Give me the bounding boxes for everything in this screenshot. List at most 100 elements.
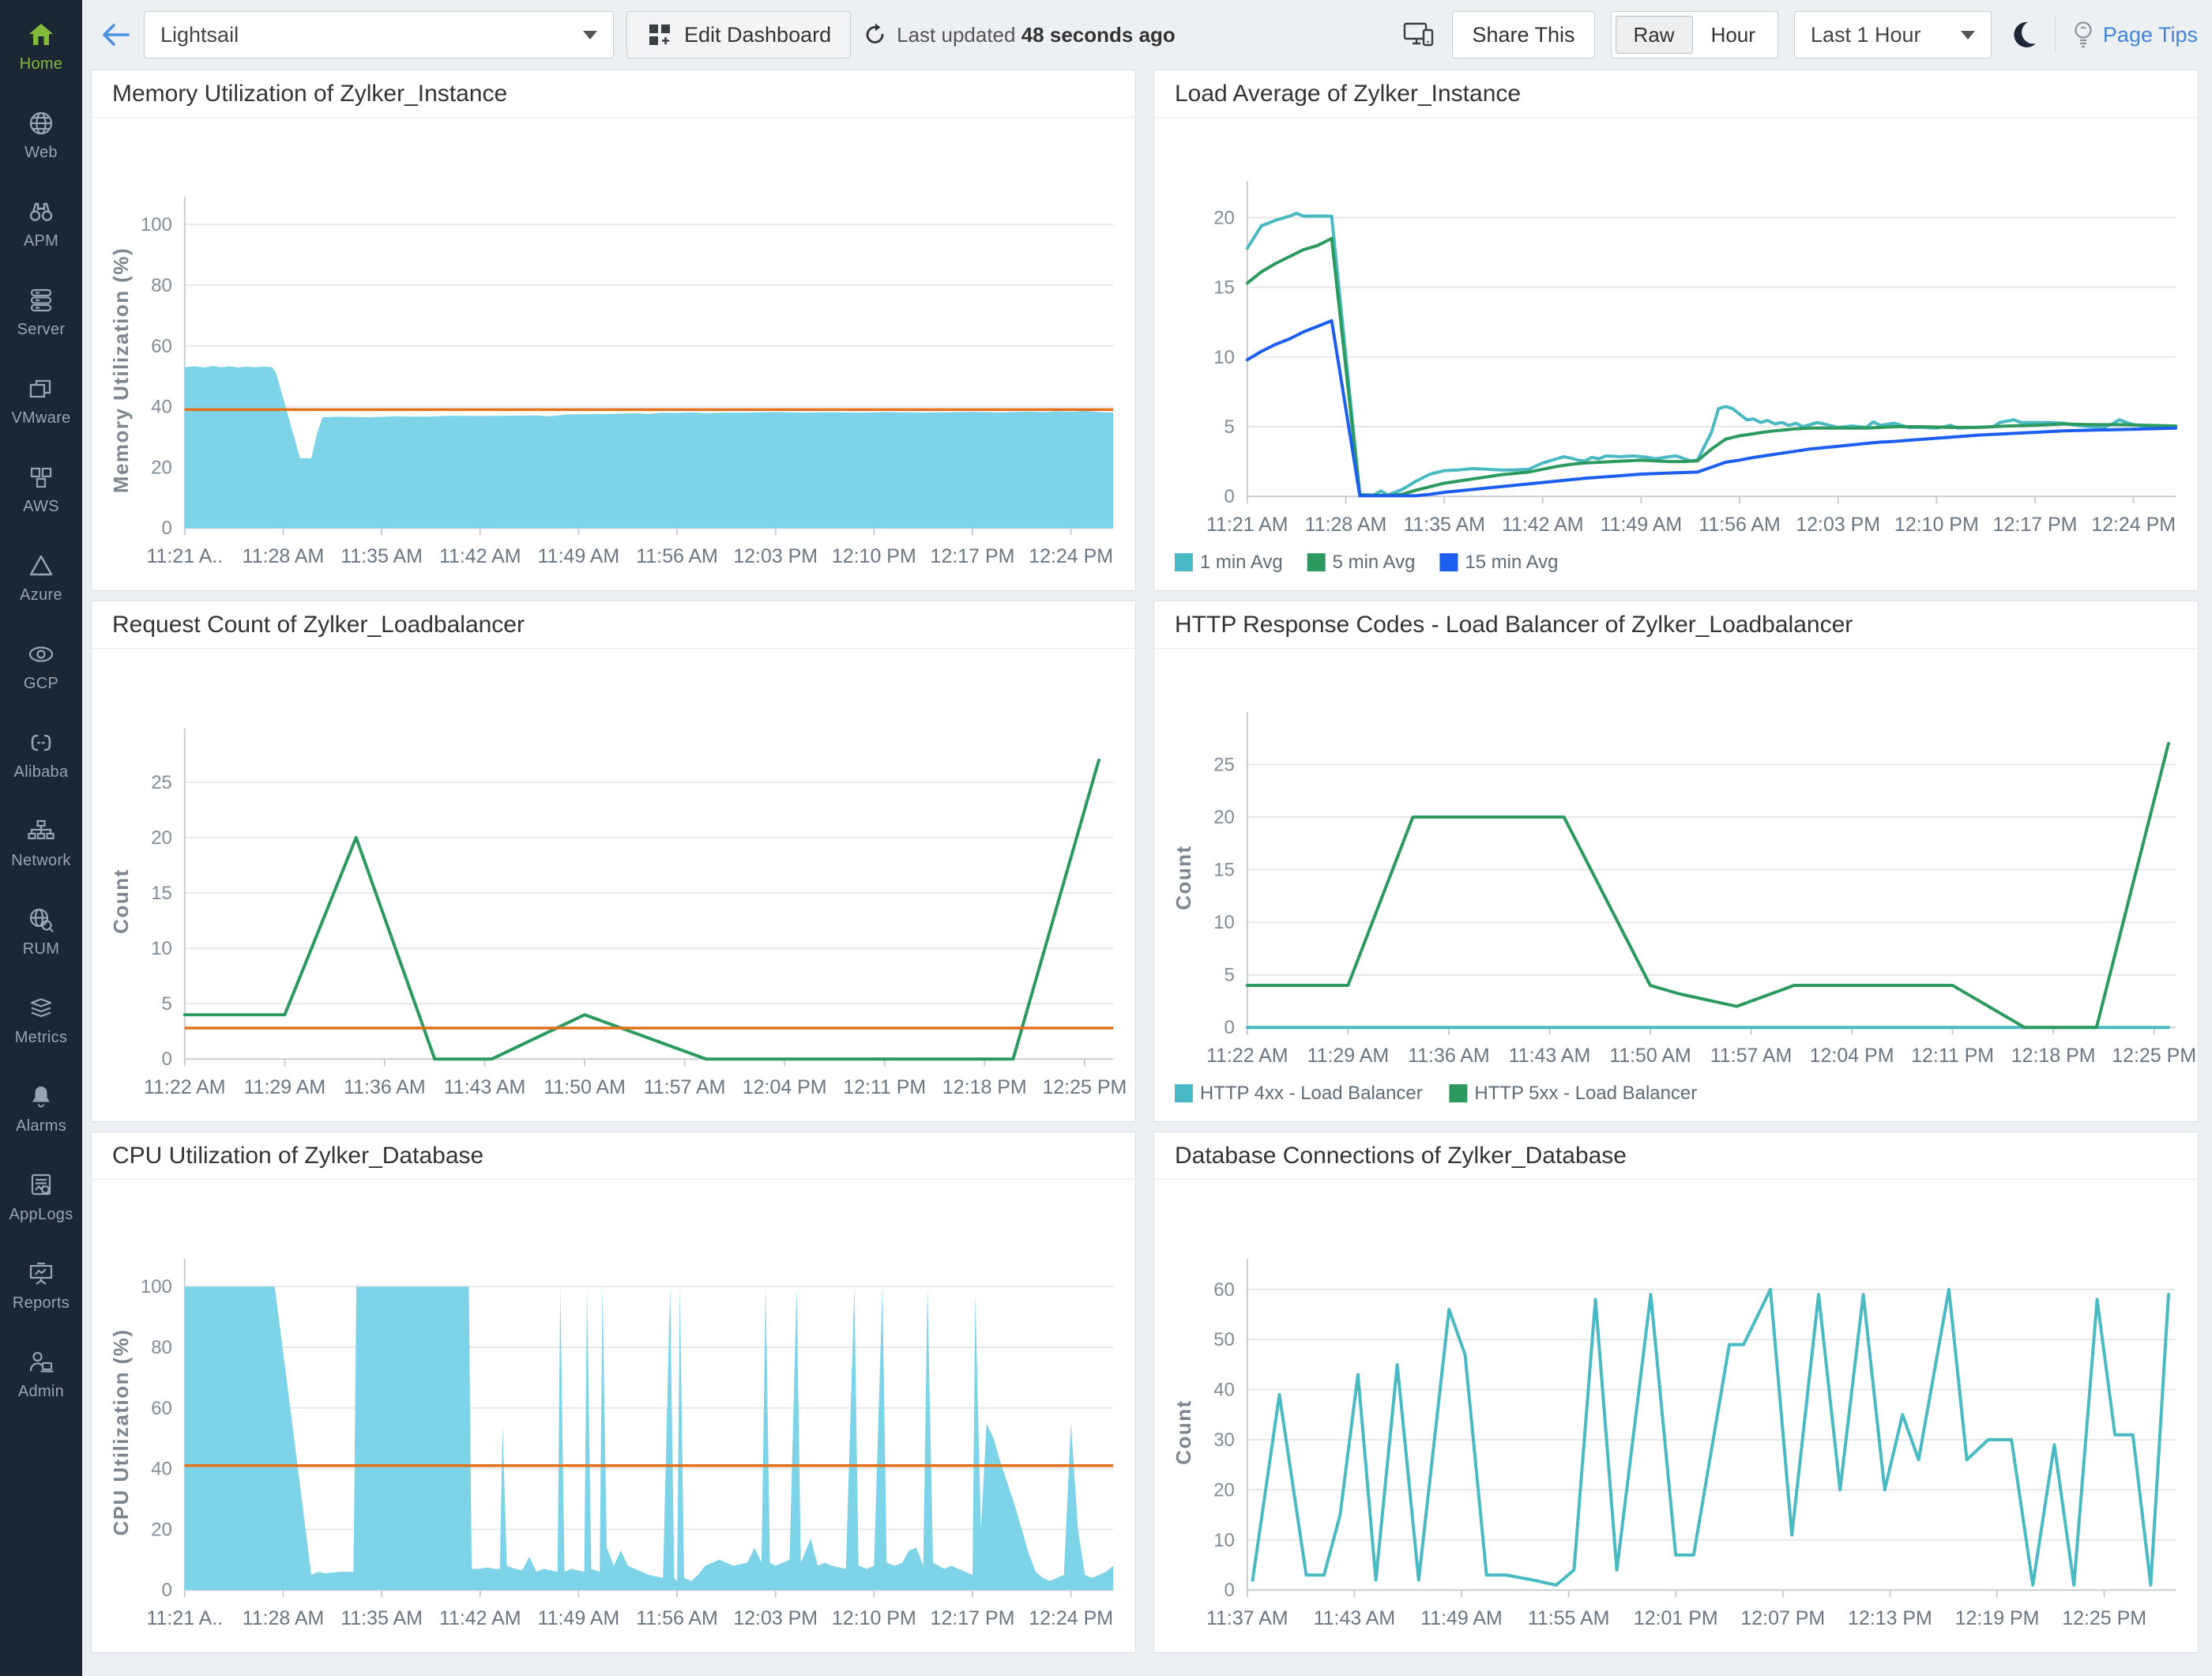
svg-text:12:24 PM: 12:24 PM — [2091, 514, 2176, 536]
panel-header: Request Count of Zylker_Loadbalancer — [92, 601, 1135, 649]
back-arrow-icon[interactable] — [100, 21, 131, 48]
load-average-chart: 0 5 10 15 20 11:21 AM 11:28 AM 11:35 AM 11:42 AM… — [1174, 180, 2178, 573]
sidebar-item-network[interactable]: Network — [0, 817, 82, 906]
dashboard-select[interactable]: Lightsail — [144, 11, 614, 58]
sidebar-item-aws[interactable]: AWS — [0, 463, 82, 552]
dark-mode-moon-icon[interactable] — [2007, 19, 2039, 51]
globe-magnifier-icon — [29, 908, 54, 932]
svg-text:10: 10 — [1213, 1530, 1235, 1551]
devices-icon[interactable] — [1401, 19, 1436, 51]
svg-text:30: 30 — [1213, 1429, 1235, 1451]
dashboard-grid: Memory Utilization of Zylker_Instance 0 2… — [82, 70, 2212, 1653]
svg-text:11:42 AM: 11:42 AM — [1502, 514, 1584, 536]
edit-dashboard-button[interactable]: Edit Dashboard — [626, 11, 852, 58]
svg-text:20: 20 — [151, 827, 172, 849]
svg-text:11:50 AM: 11:50 AM — [544, 1076, 626, 1098]
svg-text:11:42 AM: 11:42 AM — [439, 545, 521, 567]
presentation-icon — [29, 1262, 53, 1285]
svg-text:0: 0 — [162, 1049, 172, 1070]
svg-text:11:56 AM: 11:56 AM — [636, 545, 718, 567]
svg-text:12:25 PM: 12:25 PM — [2112, 1045, 2196, 1067]
svg-text:11:43 AM: 11:43 AM — [444, 1076, 526, 1098]
svg-text:12:10 PM: 12:10 PM — [832, 545, 916, 567]
sidebar-item-azure[interactable]: Azure — [0, 552, 82, 640]
svg-text:11:56 AM: 11:56 AM — [1698, 514, 1781, 536]
panel-header: Database Connections of Zylker_Database — [1154, 1132, 2198, 1180]
sidebar-item-gcp[interactable]: GCP — [0, 640, 82, 729]
svg-text:11:28 AM: 11:28 AM — [1305, 514, 1387, 536]
panel-header: HTTP Response Codes - Load Balancer of Z… — [1154, 601, 2198, 649]
svg-text:15: 15 — [1213, 277, 1235, 299]
share-this-button[interactable]: Share This — [1452, 11, 1595, 58]
panel-request-count: Request Count of Zylker_Loadbalancer 0 5 1… — [91, 601, 1136, 1122]
time-range-select[interactable]: Last 1 Hour — [1793, 11, 1992, 58]
svg-text:11:49 AM: 11:49 AM — [1420, 1607, 1503, 1629]
svg-text:11:29 AM: 11:29 AM — [1307, 1045, 1390, 1067]
sidebar-item-label: Azure — [20, 586, 62, 604]
svg-text:20: 20 — [1213, 207, 1235, 228]
binoculars-icon — [29, 202, 53, 221]
svg-text:11:55 AM: 11:55 AM — [1528, 1607, 1610, 1629]
granularity-raw-option[interactable]: Raw — [1615, 16, 1693, 54]
panel-header: Memory Utilization of Zylker_Instance — [92, 70, 1135, 118]
svg-text:11:50 AM: 11:50 AM — [1609, 1045, 1691, 1067]
server-stack-icon — [30, 288, 52, 312]
svg-text:Count: Count — [109, 868, 133, 933]
azure-triangle-icon — [29, 555, 53, 576]
svg-text:11:57 AM: 11:57 AM — [644, 1076, 726, 1098]
request-count-chart: 0 5 10 15 20 25 11:22 AM 11:29 AM 11:36 AM 11:43 … — [109, 727, 1127, 1098]
sidebar-item-reports[interactable]: Reports — [0, 1260, 82, 1348]
sidebar-item-alarms[interactable]: Alarms — [0, 1083, 82, 1171]
memory-utilization-chart: 0 20 40 60 80 100 11:21 A.. 11:28 AM 11:35 AM 11:… — [109, 196, 1114, 567]
svg-text:12:18 PM: 12:18 PM — [942, 1076, 1027, 1098]
svg-text:11:35 AM: 11:35 AM — [1403, 514, 1485, 536]
svg-text:11:43 AM: 11:43 AM — [1509, 1045, 1591, 1067]
sidebar-item-server[interactable]: Server — [0, 286, 82, 375]
sidebar-item-applogs[interactable]: AppLogs — [0, 1171, 82, 1260]
alibaba-brackets-icon — [31, 734, 51, 751]
granularity-toggle: Raw Hour — [1610, 11, 1778, 58]
svg-text:12:11 PM: 12:11 PM — [843, 1076, 926, 1098]
panel-header: Load Average of Zylker_Instance — [1154, 70, 2198, 118]
chevron-down-icon — [583, 30, 597, 40]
sidebar-item-label: GCP — [23, 675, 59, 692]
aws-cubes-icon — [30, 467, 52, 488]
svg-text:25: 25 — [151, 772, 172, 793]
svg-text:11:56 AM: 11:56 AM — [636, 1607, 718, 1629]
sidebar-item-vmware[interactable]: VMware — [0, 375, 82, 463]
sidebar-item-home[interactable]: Home — [0, 21, 82, 109]
svg-text:CPU Utilization (%): CPU Utilization (%) — [109, 1328, 133, 1535]
granularity-hour-option[interactable]: Hour — [1710, 22, 1755, 47]
sidebar-item-admin[interactable]: Admin — [0, 1348, 82, 1437]
svg-text:60: 60 — [151, 1398, 172, 1419]
bell-icon — [32, 1087, 50, 1108]
svg-text:Memory Utilization (%): Memory Utilization (%) — [109, 247, 133, 493]
sidebar-item-metrics[interactable]: Metrics — [0, 994, 82, 1083]
sidebar-item-web[interactable]: Web — [0, 109, 82, 198]
panel-load-average: Load Average of Zylker_Instance 0 5 10 15 20… — [1153, 70, 2199, 591]
sidebar-item-rum[interactable]: RUM — [0, 906, 82, 994]
svg-text:60: 60 — [1213, 1279, 1235, 1301]
svg-text:11:28 AM: 11:28 AM — [243, 1607, 325, 1629]
svg-text:1 min Avg: 1 min Avg — [1200, 552, 1283, 573]
page-tips-link[interactable]: Page Tips — [2071, 20, 2198, 50]
svg-text:11:35 AM: 11:35 AM — [340, 545, 423, 567]
panel-cpu-utilization: CPU Utilization of Zylker_Database 0 20 40… — [91, 1132, 1136, 1653]
svg-text:5: 5 — [162, 993, 172, 1015]
svg-text:20: 20 — [1213, 807, 1235, 828]
svg-text:10: 10 — [151, 938, 172, 959]
sidebar-item-apm[interactable]: APM — [0, 198, 82, 286]
refresh-icon[interactable] — [863, 23, 887, 47]
sidebar-item-alibaba[interactable]: Alibaba — [0, 729, 82, 817]
dashboard-select-value: Lightsail — [160, 22, 239, 47]
sidebar-item-label: Metrics — [14, 1029, 68, 1046]
panel-header: CPU Utilization of Zylker_Database — [92, 1132, 1135, 1180]
svg-text:20: 20 — [151, 457, 172, 478]
sidebar-item-label: Home — [19, 55, 63, 73]
topbar: Lightsail Edit Dashboard Last updated — [82, 0, 2212, 70]
lightbulb-icon — [2075, 21, 2092, 48]
svg-text:11:28 AM: 11:28 AM — [243, 545, 325, 567]
svg-text:12:11 PM: 12:11 PM — [1911, 1045, 1994, 1067]
svg-text:11:42 AM: 11:42 AM — [439, 1607, 521, 1629]
svg-text:100: 100 — [141, 1276, 172, 1297]
